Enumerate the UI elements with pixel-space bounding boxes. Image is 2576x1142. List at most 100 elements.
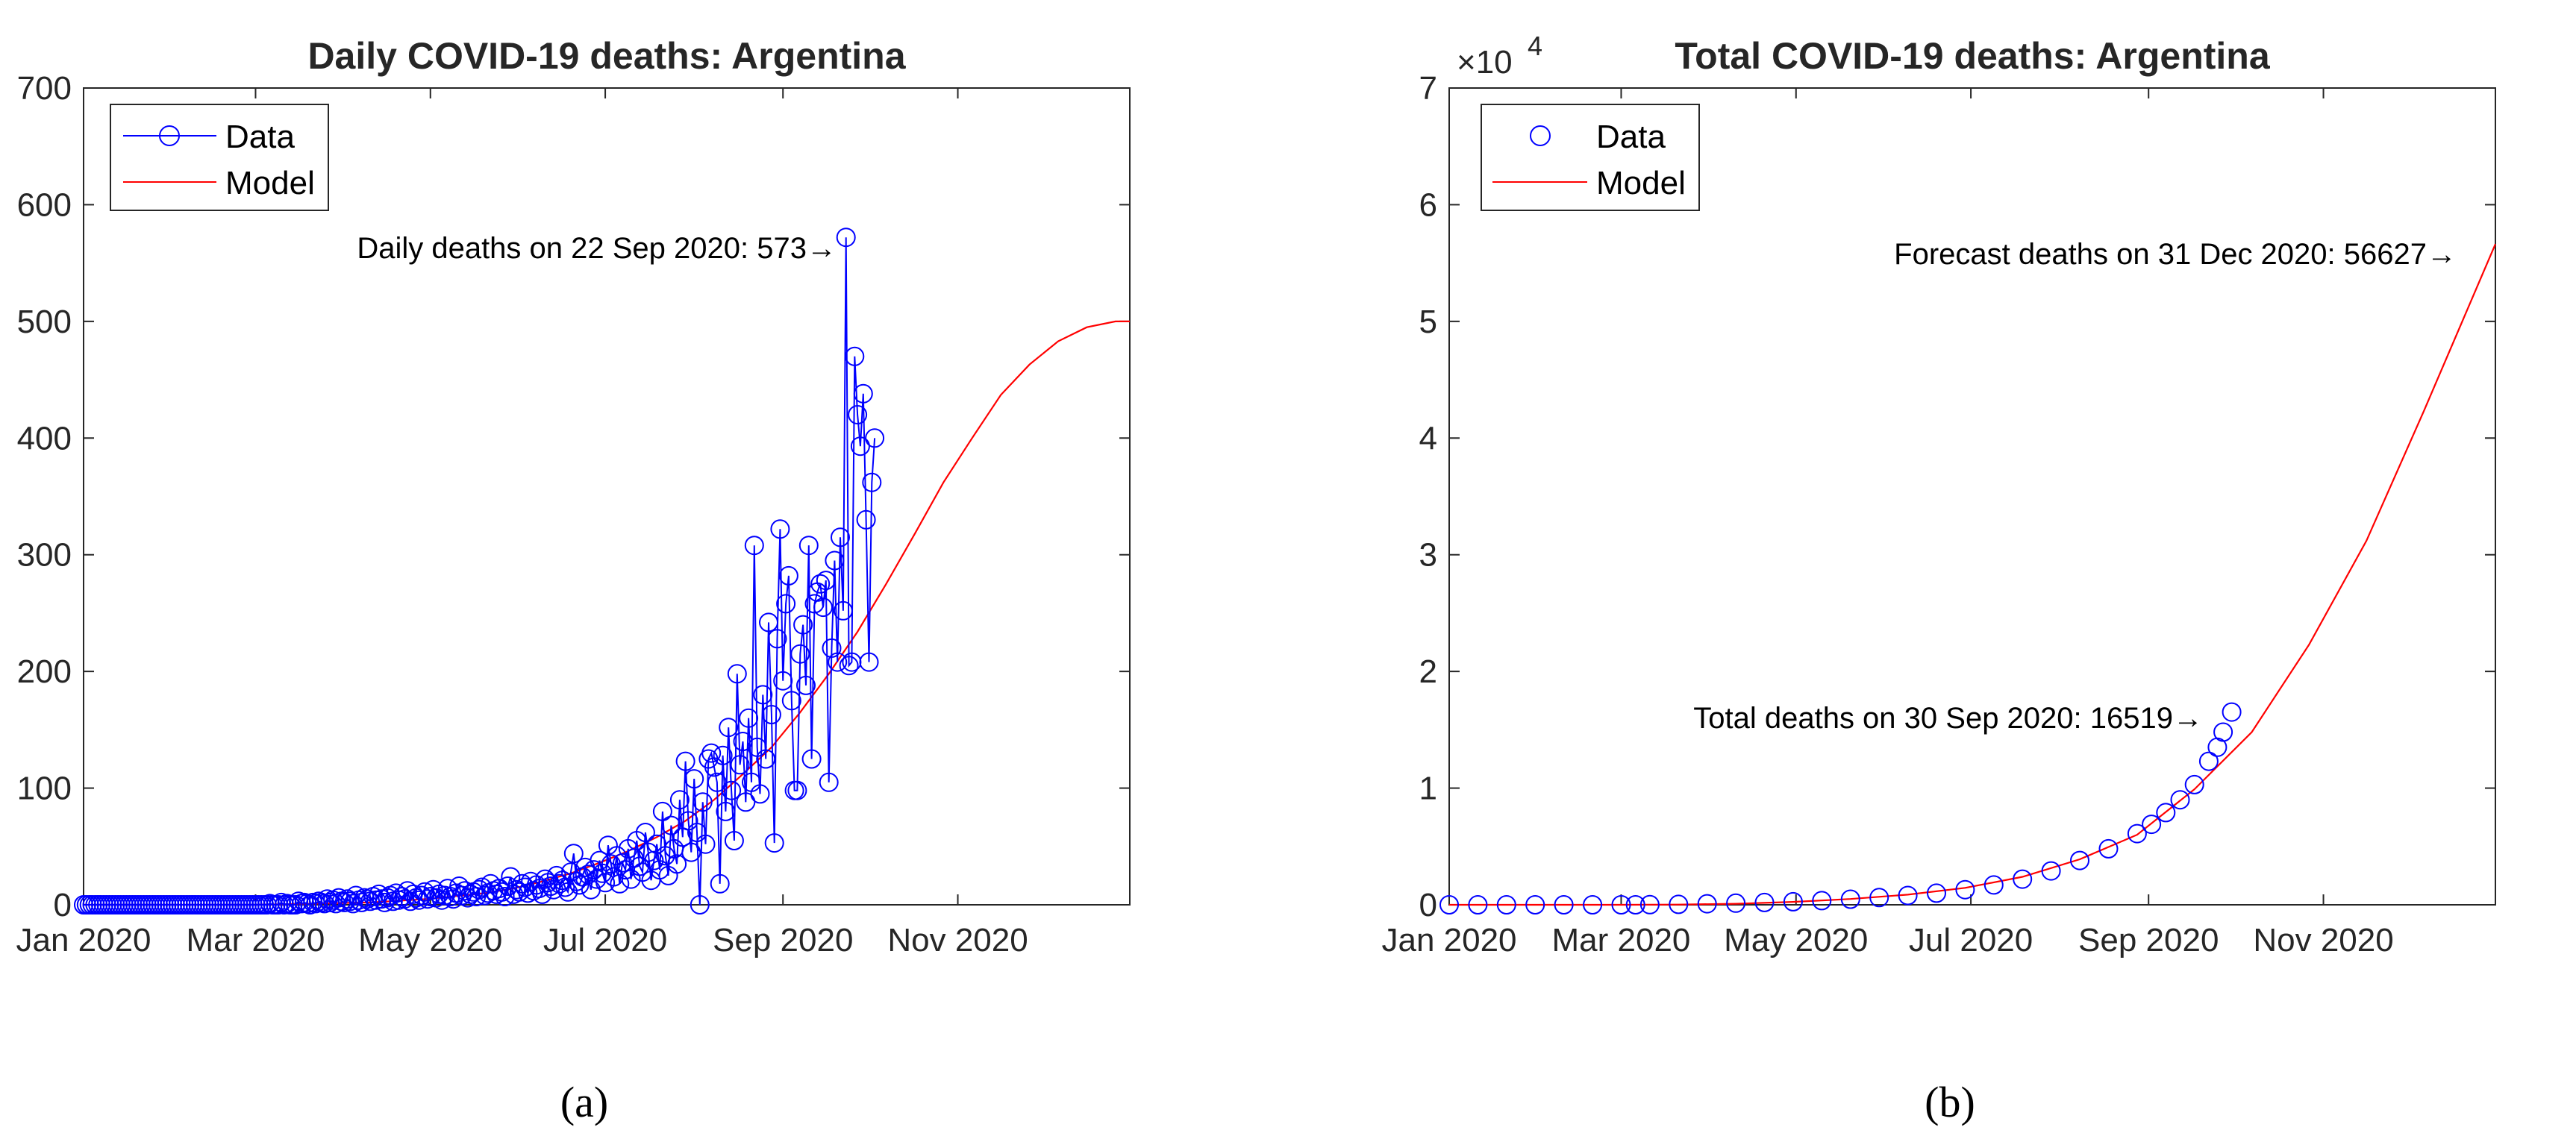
- legend: Data Model: [1481, 104, 1700, 211]
- data-point: [351, 892, 372, 912]
- data-point: [2142, 815, 2162, 835]
- data-point: [733, 732, 753, 751]
- y-tick-label: 2: [1419, 653, 1437, 690]
- x-tick-label: Jul 2020: [1909, 922, 2033, 959]
- data-point: [770, 519, 790, 539]
- data-point: [2198, 751, 2219, 771]
- x-tick-label: Sep 2020: [2078, 922, 2219, 959]
- data-point: [776, 594, 796, 614]
- data-point: [764, 833, 784, 853]
- data-point: [713, 745, 733, 765]
- legend-data-marker: [1530, 125, 1551, 146]
- x-tick-label: Jan 2020: [1381, 922, 1516, 959]
- y-axis: 0 100 200 300 400 500 600 700: [17, 70, 1130, 923]
- data-point: [2041, 861, 2061, 881]
- data-point: [796, 675, 816, 695]
- data-point: [750, 784, 770, 804]
- data-point: [1783, 891, 1803, 912]
- data-point: [790, 644, 810, 664]
- y-axis: 0 1 2 3 4 5 6 7: [1419, 70, 2495, 923]
- x-tick-label: Nov 2020: [2253, 922, 2393, 959]
- exponent-power: 4: [1528, 31, 1542, 61]
- data-series: [74, 228, 885, 914]
- plot-area: [83, 87, 1131, 906]
- data-point: [1983, 875, 2004, 895]
- data-point: [831, 527, 850, 548]
- data-point: [669, 790, 690, 810]
- exponent-base: ×10: [1457, 44, 1513, 81]
- y-tick-label: 200: [17, 653, 72, 690]
- data-point: [644, 850, 664, 870]
- data-point: [856, 509, 876, 530]
- data-point: [684, 769, 704, 789]
- legend-box: [1481, 104, 1700, 211]
- x-tick-label: May 2020: [358, 922, 502, 959]
- chart-title: Daily COVID-19 deaths: Argentina: [307, 35, 906, 77]
- data-point: [1583, 895, 1603, 914]
- peak-annotation: Daily deaths on 22 Sep 2020: 573→: [357, 232, 837, 265]
- x-tick-label: Sep 2020: [713, 922, 853, 959]
- legend: Data Model: [110, 104, 329, 211]
- data-point: [2156, 803, 2176, 823]
- data-point: [836, 228, 856, 248]
- data-point: [850, 436, 870, 457]
- data-point: [739, 708, 759, 728]
- y-tick-label: 4: [1419, 420, 1437, 457]
- data-point: [810, 574, 831, 594]
- data-point: [787, 780, 807, 800]
- x-axis: Jan 2020 Mar 2020 May 2020 Jul 2020 Sep 2020…: [16, 88, 1028, 959]
- data-point: [848, 405, 868, 424]
- data-point: [793, 615, 813, 635]
- x-tick-label: Mar 2020: [1552, 922, 1691, 959]
- x-tick-label: May 2020: [1724, 922, 1868, 959]
- data-point: [701, 743, 722, 763]
- data-point: [759, 612, 778, 633]
- data-series: [1439, 702, 2242, 914]
- y-tick-label: 6: [1419, 186, 1437, 223]
- legend-data-marker: [159, 125, 180, 146]
- legend-data-label: Data: [1596, 119, 1666, 155]
- data-point: [1840, 889, 1860, 909]
- current-total-annotation: Total deaths on 30 Sep 2020: 16519→: [1693, 702, 2203, 735]
- data-point: [727, 664, 747, 684]
- data-point: [730, 755, 750, 775]
- data-point: [1898, 885, 1918, 906]
- forecast-annotation: Forecast deaths on 31 Dec 2020: 56627→: [1894, 238, 2457, 271]
- data-point: [804, 594, 825, 614]
- x-tick-label: Nov 2020: [887, 922, 1028, 959]
- data-point: [822, 638, 842, 658]
- data-point: [2170, 790, 2190, 810]
- data-point: [675, 751, 695, 771]
- plot-area: [1448, 87, 2496, 906]
- data-point: [509, 882, 529, 902]
- legend-model-label: Model: [1596, 165, 1686, 201]
- data-point: [1726, 893, 1746, 913]
- data-point: [736, 792, 756, 812]
- data-point: [778, 565, 798, 586]
- y-tick-label: 3: [1419, 537, 1437, 574]
- data-point: [1525, 895, 1545, 914]
- data-point: [1927, 883, 1946, 903]
- data-point: [1869, 888, 1889, 908]
- data-point: [865, 428, 885, 448]
- data-point: [2184, 774, 2204, 794]
- data-point: [566, 871, 587, 891]
- data-point: [563, 844, 584, 864]
- data-point: [1496, 895, 1516, 914]
- data-point: [495, 887, 515, 906]
- data-point: [710, 873, 730, 894]
- data-point: [610, 873, 630, 894]
- legend-data-label: Data: [225, 119, 295, 155]
- data-point: [744, 536, 764, 556]
- chart-title: Total COVID-19 deaths: Argentina: [1675, 35, 2271, 77]
- data-point: [719, 718, 739, 738]
- data-point: [667, 854, 687, 874]
- data-point: [761, 705, 781, 724]
- data-point: [1754, 892, 1775, 912]
- data-point: [1611, 895, 1631, 914]
- data-point: [724, 831, 744, 850]
- panel-label-b: (b): [1925, 1078, 1975, 1126]
- data-point: [584, 860, 604, 880]
- data-point: [541, 876, 561, 896]
